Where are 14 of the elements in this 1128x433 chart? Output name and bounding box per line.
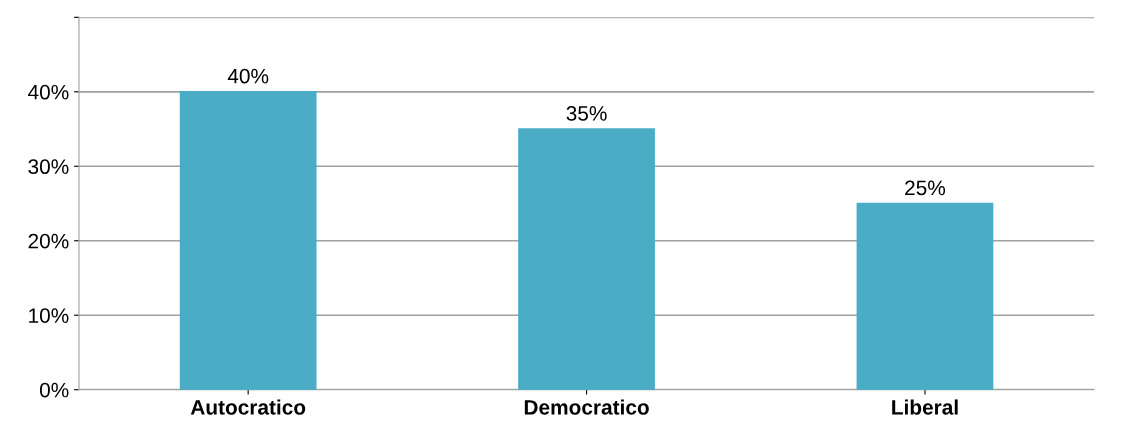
y-tick-label: 10% — [29, 308, 69, 323]
y-tick-label: 20% — [28, 233, 69, 249]
data-label: 40% — [227, 68, 269, 84]
x-tick-label: Democratico — [524, 399, 649, 415]
x-tick-label: Autocratico — [190, 399, 306, 415]
y-tick-label: 0% — [39, 382, 69, 398]
data-label: 25% — [905, 180, 946, 196]
x-tick-label: Liberal — [892, 399, 958, 415]
y-tick-label: 40% — [28, 84, 69, 100]
y-tick-label: 30% — [28, 159, 69, 175]
bar — [856, 202, 994, 390]
bar — [179, 91, 317, 390]
bar — [518, 128, 655, 390]
data-label: 35% — [566, 106, 607, 121]
